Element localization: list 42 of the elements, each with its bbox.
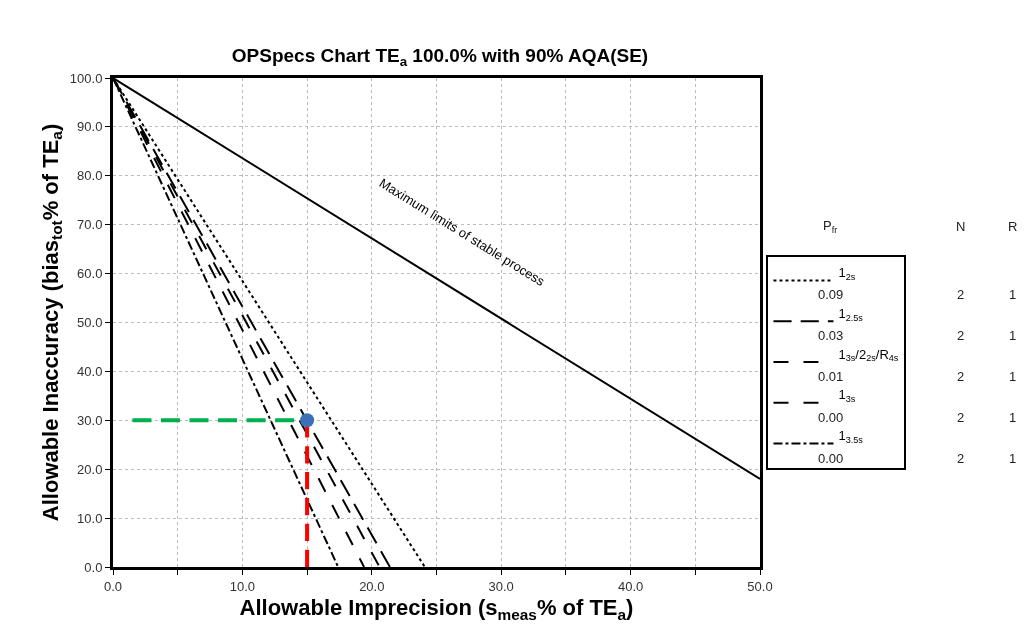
text: R — [1008, 219, 1018, 234]
y-tick-label: 0.0 — [84, 559, 103, 575]
legend-label: 1$_{3.5s}$ — [838, 428, 864, 445]
x-tick-label: 10.0 — [229, 578, 256, 594]
y-tick-label: 50.0 — [77, 315, 103, 331]
text: 1 — [1009, 369, 1017, 384]
y-tick-label: 60.0 — [77, 266, 103, 282]
y-tick-label: 70.0 — [77, 217, 103, 233]
text: 1 — [1009, 451, 1017, 466]
y-tick-label: 10.0 — [77, 510, 103, 526]
y-tick-label: 100.0 — [69, 70, 103, 86]
legend-label: 1$_{2s}$ — [838, 265, 856, 282]
text: 1 — [1009, 328, 1017, 343]
legend-label: 1$_{2.5s}$ — [838, 305, 864, 323]
text: 0.00 — [818, 451, 844, 466]
text: 2 — [957, 287, 965, 302]
x-axis-title: Allowable Imprecision (s$_{meas}$% of TE$_{a}$) — [239, 595, 634, 624]
text: 2 — [957, 451, 965, 466]
text: 1 — [1009, 410, 1017, 425]
y-tick-label: 30.0 — [77, 412, 103, 428]
x-tick-label: 50.0 — [747, 578, 773, 594]
y-tick-label: 90.0 — [77, 119, 103, 135]
text: N — [956, 219, 966, 234]
x-tick-label: 30.0 — [488, 578, 514, 594]
x-tick-label: 0.0 — [103, 578, 123, 594]
x-tick-label: 20.0 — [359, 578, 385, 594]
y-tick-label: 20.0 — [77, 461, 103, 477]
text: 0.00 — [818, 410, 844, 425]
text: 1 — [1009, 287, 1017, 302]
y-tick-label: 40.0 — [77, 363, 103, 379]
text: 2 — [957, 328, 965, 343]
text: P$_{fr}$ — [823, 218, 838, 235]
text: 2 — [957, 410, 965, 425]
text: 0.09 — [818, 287, 844, 302]
chart-title: OPSpecs Chart TE$_{a}$ 100.0% with 90% AQA(SE) — [231, 44, 649, 69]
text: 2 — [957, 369, 965, 384]
legend-label: 1$_{3s}$ — [838, 387, 856, 405]
text: 0.01 — [818, 369, 844, 384]
x-tick-label: 40.0 — [617, 578, 644, 594]
y-tick-label: 80.0 — [77, 168, 103, 184]
text: 0.03 — [818, 328, 844, 343]
legend-label: 1$_{3s}$/2$_{2s}$/R$_{4s}$ — [838, 346, 899, 364]
